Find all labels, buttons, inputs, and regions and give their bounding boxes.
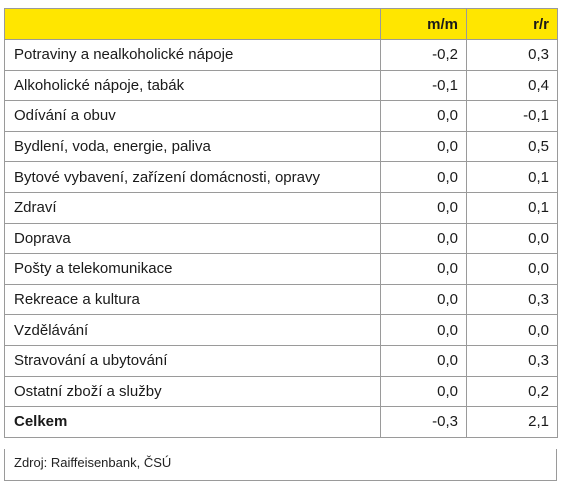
header-label-cell: [4, 8, 381, 40]
row-rr-value: 0,3: [466, 344, 558, 377]
row-label: Bytové vybavení, zařízení domácnosti, op…: [4, 161, 381, 193]
row-rr-value: 0,0: [466, 222, 558, 255]
source-note: Zdroj: Raiffeisenbank, ČSÚ: [4, 449, 557, 481]
row-label: Ostatní zboží a služby: [4, 375, 381, 408]
table-row: Alkoholické nápoje, tabák -0,1 0,4: [4, 69, 558, 102]
inflation-contributions-table: m/m r/r Potraviny a nealkoholické nápoje…: [4, 8, 558, 438]
row-label: Rekreace a kultura: [4, 283, 381, 316]
header-mm: m/m: [380, 8, 467, 40]
row-mm-value: 0,0: [380, 222, 467, 255]
row-mm-value: 0,0: [380, 161, 467, 193]
table-total-row: Celkem -0,3 2,1: [4, 406, 558, 438]
row-mm-value: -0,2: [380, 39, 467, 71]
table-row: Rekreace a kultura 0,0 0,3: [4, 283, 558, 316]
row-label: Alkoholické nápoje, tabák: [4, 69, 381, 102]
row-rr-value: 0,0: [466, 314, 558, 346]
row-mm-value: 0,0: [380, 344, 467, 377]
table-row: Doprava 0,0 0,0: [4, 222, 558, 255]
table-row: Bytové vybavení, zařízení domácnosti, op…: [4, 161, 558, 193]
table-header-row: m/m r/r: [4, 8, 558, 40]
row-rr-value: 0,5: [466, 130, 558, 163]
row-mm-value: 0,0: [380, 283, 467, 316]
row-rr-value: 0,3: [466, 283, 558, 316]
row-rr-value: 0,1: [466, 161, 558, 193]
row-mm-value: 0,0: [380, 375, 467, 408]
table-row: Pošty a telekomunikace 0,0 0,0: [4, 253, 558, 285]
total-label: Celkem: [4, 406, 381, 438]
row-label: Vzdělávání: [4, 314, 381, 346]
row-label: Odívání a obuv: [4, 100, 381, 132]
table-row: Bydlení, voda, energie, paliva 0,0 0,5: [4, 130, 558, 163]
table-row: Stravování a ubytování 0,0 0,3: [4, 344, 558, 377]
row-rr-value: 0,2: [466, 375, 558, 408]
row-mm-value: -0,1: [380, 69, 467, 102]
table-row: Odívání a obuv 0,0 -0,1: [4, 100, 558, 132]
row-rr-value: -0,1: [466, 100, 558, 132]
table-row: Potraviny a nealkoholické nápoje -0,2 0,…: [4, 39, 558, 71]
row-label: Zdraví: [4, 191, 381, 224]
row-rr-value: 0,1: [466, 191, 558, 224]
inflation-table-container: m/m r/r Potraviny a nealkoholické nápoje…: [4, 8, 558, 438]
row-rr-value: 0,4: [466, 69, 558, 102]
row-label: Potraviny a nealkoholické nápoje: [4, 39, 381, 71]
row-mm-value: 0,0: [380, 130, 467, 163]
row-mm-value: 0,0: [380, 253, 467, 285]
row-label: Stravování a ubytování: [4, 344, 381, 377]
row-rr-value: 0,3: [466, 39, 558, 71]
table-row: Zdraví 0,0 0,1: [4, 191, 558, 224]
row-rr-value: 0,0: [466, 253, 558, 285]
table-row: Vzdělávání 0,0 0,0: [4, 314, 558, 346]
row-mm-value: 0,0: [380, 100, 467, 132]
row-label: Doprava: [4, 222, 381, 255]
header-rr: r/r: [466, 8, 558, 40]
row-label: Bydlení, voda, energie, paliva: [4, 130, 381, 163]
total-rr-value: 2,1: [466, 406, 558, 438]
total-mm-value: -0,3: [380, 406, 467, 438]
row-mm-value: 0,0: [380, 191, 467, 224]
table-row: Ostatní zboží a služby 0,0 0,2: [4, 375, 558, 408]
row-label: Pošty a telekomunikace: [4, 253, 381, 285]
row-mm-value: 0,0: [380, 314, 467, 346]
